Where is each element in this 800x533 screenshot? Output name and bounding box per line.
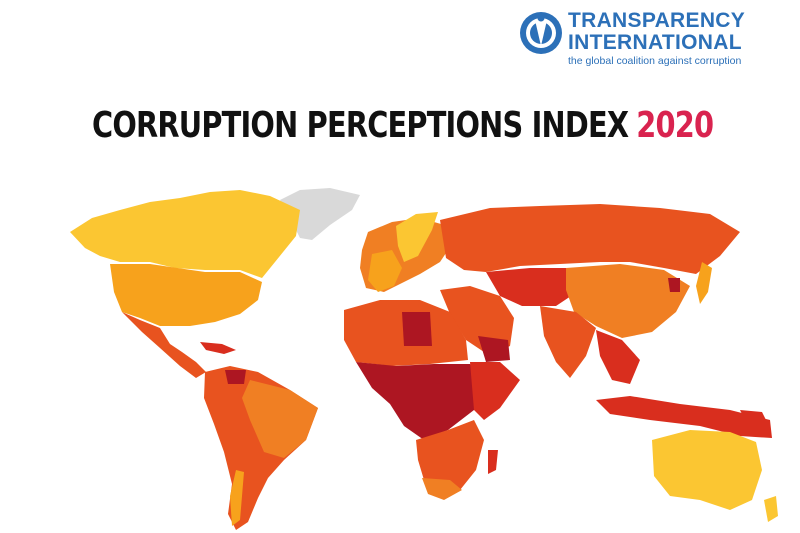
yemen-syria — [478, 336, 510, 362]
papua-new-guinea — [740, 410, 770, 428]
western-europe — [368, 250, 402, 292]
world-map — [70, 188, 778, 530]
southern-africa — [416, 420, 484, 496]
transparency-international-logo: TRANSPARENCY INTERNATIONAL the global co… — [518, 10, 788, 68]
logo-tagline: the global coalition against corruption — [568, 55, 742, 67]
southeast-asia — [596, 330, 640, 384]
brazil — [242, 380, 318, 458]
russia — [440, 204, 740, 274]
chile-uruguay — [230, 470, 244, 526]
australia — [652, 430, 762, 510]
northern-europe — [396, 212, 438, 262]
indonesia — [596, 396, 772, 438]
ti-logo-icon — [520, 12, 562, 54]
united-states — [110, 264, 262, 326]
title-main-text: CORRUPTION PERCEPTIONS INDEX — [92, 105, 629, 146]
venezuela — [225, 370, 246, 384]
north-america-north — [70, 190, 300, 278]
sahel-central — [356, 362, 482, 440]
south-africa — [422, 478, 462, 500]
new-zealand — [764, 496, 778, 522]
china — [566, 264, 690, 338]
caribbean — [200, 342, 236, 354]
greenland — [280, 188, 360, 240]
title-year: 2020 — [636, 105, 714, 146]
page-title: CORRUPTION PERCEPTIONS INDEX 2020 — [92, 103, 714, 149]
central-asia — [486, 268, 580, 306]
south-asia — [540, 306, 596, 378]
logo-text-line2: INTERNATIONAL — [568, 31, 742, 54]
madagascar — [488, 450, 498, 474]
japan — [696, 262, 712, 304]
east-africa — [470, 362, 520, 420]
mexico-central-america — [122, 312, 206, 378]
libya — [402, 312, 432, 346]
north-korea — [668, 278, 680, 292]
logo-text-line1: TRANSPARENCY — [568, 9, 746, 32]
